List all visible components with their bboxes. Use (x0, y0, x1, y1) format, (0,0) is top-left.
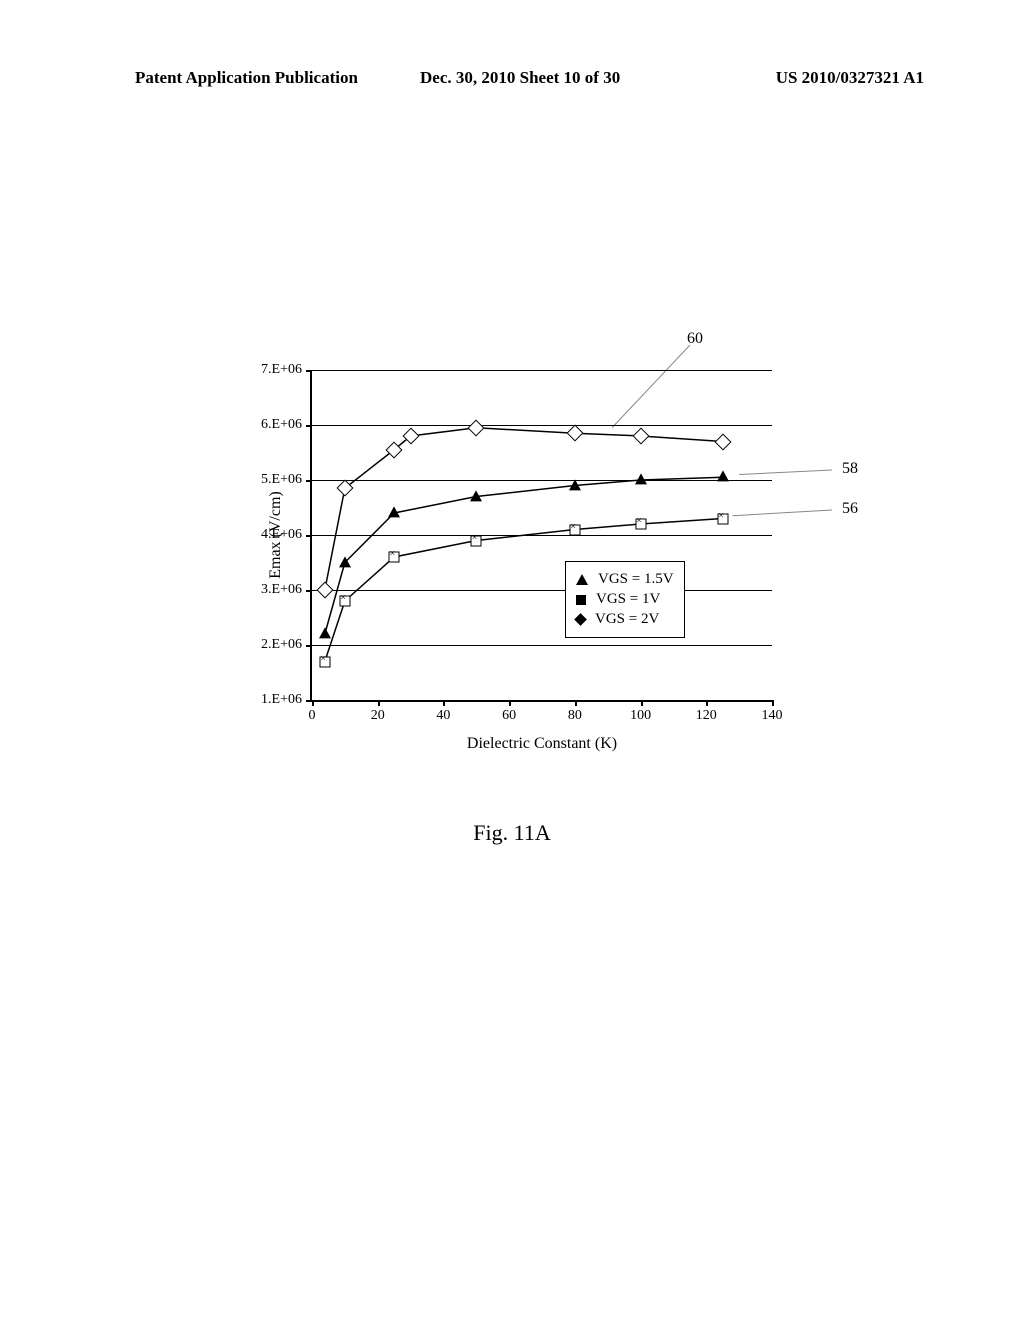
legend-label: VGS = 2V (595, 611, 659, 628)
legend: VGS = 1.5V VGS = 1V VGS = 2V (565, 561, 685, 638)
callout-label: 56 (842, 500, 858, 518)
callout-label: 58 (842, 460, 858, 478)
xtick-mark (772, 700, 774, 706)
xtick-label: 0 (309, 708, 316, 724)
ytick-label: 3.E+06 (261, 582, 302, 598)
legend-label: VGS = 1V (596, 591, 660, 608)
chart-container: Emax (V/cm) Dielectric Constant (K) 1.E+… (210, 350, 830, 770)
header-left: Patent Application Publication (135, 68, 358, 87)
xtick-label: 100 (630, 708, 651, 724)
gridline (312, 645, 772, 646)
xtick-mark (641, 700, 643, 706)
xtick-label: 60 (502, 708, 516, 724)
callout-label: 60 (687, 330, 703, 348)
ytick-mark (306, 370, 312, 372)
legend-marker-icon (576, 574, 588, 585)
ytick-mark (306, 590, 312, 592)
xtick-mark (443, 700, 445, 706)
ytick-mark (306, 425, 312, 427)
gridline (312, 535, 772, 536)
header-right: US 2010/0327321 A1 (776, 68, 924, 88)
xtick-label: 140 (762, 708, 783, 724)
ytick-mark (306, 645, 312, 647)
ytick-label: 5.E+06 (261, 472, 302, 488)
gridline (312, 425, 772, 426)
legend-item: VGS = 1V (576, 591, 674, 608)
data-marker (717, 471, 729, 482)
xtick-label: 120 (696, 708, 717, 724)
header-mid: Dec. 30, 2010 Sheet 10 of 30 (420, 68, 620, 88)
gridline (312, 480, 772, 481)
data-marker (319, 656, 330, 667)
ytick-mark (306, 480, 312, 482)
x-axis-label: Dielectric Constant (K) (467, 735, 617, 753)
gridline (312, 590, 772, 591)
xtick-mark (509, 700, 511, 706)
xtick-label: 20 (371, 708, 385, 724)
plot-area: Emax (V/cm) Dielectric Constant (K) 1.E+… (310, 370, 772, 702)
xtick-label: 40 (436, 708, 450, 724)
legend-marker-icon (576, 595, 586, 605)
ytick-label: 2.E+06 (261, 637, 302, 653)
data-marker (471, 535, 482, 546)
data-marker (339, 556, 351, 567)
figure-caption: Fig. 11A (473, 820, 550, 846)
legend-label: VGS = 1.5V (598, 571, 674, 588)
gridline (312, 370, 772, 371)
data-marker (569, 479, 581, 490)
legend-marker-icon (574, 614, 587, 627)
legend-item: VGS = 2V (576, 611, 674, 628)
data-marker (339, 596, 350, 607)
xtick-mark (706, 700, 708, 706)
data-marker (569, 524, 580, 535)
page-header: Patent Application Publication Dec. 30, … (135, 68, 924, 88)
xtick-mark (312, 700, 314, 706)
xtick-label: 80 (568, 708, 582, 724)
data-marker (388, 506, 400, 517)
ytick-label: 4.E+06 (261, 527, 302, 543)
ytick-mark (306, 535, 312, 537)
ytick-label: 1.E+06 (261, 692, 302, 708)
xtick-mark (378, 700, 380, 706)
data-marker (470, 490, 482, 501)
data-marker (717, 513, 728, 524)
xtick-mark (575, 700, 577, 706)
legend-item: VGS = 1.5V (576, 571, 674, 588)
data-marker (635, 473, 647, 484)
ytick-label: 7.E+06 (261, 362, 302, 378)
ytick-label: 6.E+06 (261, 417, 302, 433)
data-marker (319, 627, 331, 638)
data-marker (389, 552, 400, 563)
data-marker (635, 519, 646, 530)
